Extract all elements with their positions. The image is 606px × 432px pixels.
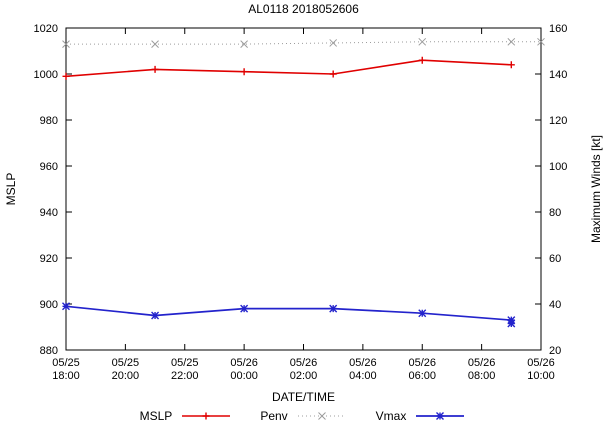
x-tick-label: 05/25 20:00 <box>112 357 140 382</box>
series-line-vmax <box>65 305 512 321</box>
x-tick-label: 05/26 06:00 <box>408 357 436 382</box>
x-tick-label: 05/26 10:00 <box>527 357 555 382</box>
y-right-tick-label: 40 <box>549 299 561 311</box>
y-left-tick-label: 1000 <box>34 69 58 81</box>
legend: MSLP Penv Vmax <box>0 409 606 423</box>
y-left-tick-label: 960 <box>40 161 58 173</box>
legend-sample-vmax <box>416 412 465 420</box>
y-right-tick-label: 20 <box>549 345 561 357</box>
x-tick-label: 05/26 08:00 <box>468 357 496 382</box>
y-right-tick-label: 140 <box>549 69 567 81</box>
x-tick-label: 05/26 02:00 <box>290 357 318 382</box>
series-line-penv <box>66 41 541 45</box>
y-left-tick-label: 900 <box>40 299 58 311</box>
y-right-tick-label: 60 <box>549 253 561 265</box>
y-axis-label-left: MSLP <box>4 172 18 206</box>
x-tick-label: 05/25 22:00 <box>171 357 199 382</box>
legend-sample-penv <box>297 412 346 420</box>
legend-label-mslp: MSLP <box>139 409 173 423</box>
y-right-tick-label: 80 <box>549 207 561 219</box>
y-left-tick-label: 940 <box>40 207 58 219</box>
x-tick-label: 05/26 00:00 <box>230 357 258 382</box>
y-left-tick-label: 880 <box>40 345 58 357</box>
y-left-tick-label: 1020 <box>34 23 58 35</box>
legend-sample-mslp <box>182 412 231 420</box>
series-line-mslp <box>65 59 512 78</box>
legend-label-vmax: Vmax <box>375 409 407 423</box>
x-tick-label: 05/26 04:00 <box>349 357 377 382</box>
x-tick-label: 05/25 18:00 <box>52 357 80 382</box>
y-right-tick-label: 160 <box>549 23 567 35</box>
chart-title: AL0118 2018052606 <box>248 2 359 16</box>
legend-item-penv: Penv <box>260 409 347 423</box>
y-left-tick-label: 920 <box>40 253 58 265</box>
legend-item-vmax: Vmax <box>376 409 467 423</box>
y-right-tick-label: 120 <box>549 115 567 127</box>
y-left-tick-label: 980 <box>40 115 58 127</box>
legend-label-penv: Penv <box>260 409 288 423</box>
y-axis-label-right: Maximum Winds [kt] <box>589 134 603 244</box>
x-axis-label: DATE/TIME <box>271 390 336 404</box>
y-right-tick-label: 100 <box>549 161 567 173</box>
legend-item-mslp: MSLP <box>140 409 233 423</box>
